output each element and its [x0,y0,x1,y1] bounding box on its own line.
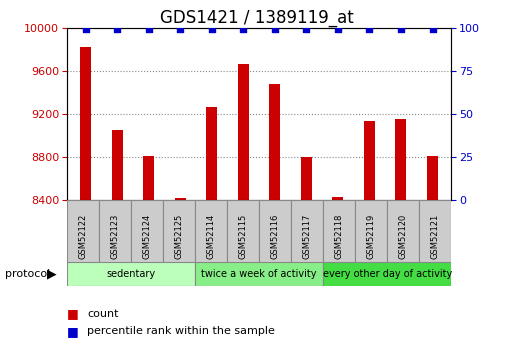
Bar [427,156,438,200]
Text: GSM52120: GSM52120 [399,214,408,259]
Text: GSM52117: GSM52117 [303,214,312,259]
Bar [364,121,375,200]
Bar [112,130,123,200]
Bar [175,198,186,200]
Bar [269,84,280,200]
Text: every other day of activity: every other day of activity [323,269,452,279]
Point [334,27,342,32]
Point [239,27,247,32]
Bar [67,262,195,286]
Text: ■: ■ [67,325,78,338]
Bar [323,262,451,286]
Bar [80,47,91,200]
Bar [396,119,406,200]
Text: GSM52114: GSM52114 [206,214,215,259]
Point [302,27,310,32]
Text: ■: ■ [67,307,78,321]
Point [145,27,153,32]
Text: GSM52119: GSM52119 [367,214,376,259]
Bar [355,200,387,262]
Bar [387,200,420,262]
Point [365,27,373,32]
Point [176,27,184,32]
Text: GSM52115: GSM52115 [239,214,248,259]
Bar [332,197,343,200]
Text: GSM52118: GSM52118 [334,214,344,259]
Text: GSM52125: GSM52125 [174,214,184,259]
Text: twice a week of activity: twice a week of activity [201,269,317,279]
Bar [259,200,291,262]
Point [82,27,90,32]
Bar [98,200,131,262]
Point [428,27,437,32]
Bar [195,200,227,262]
Bar [291,200,323,262]
Text: sedentary: sedentary [106,269,155,279]
Text: GSM52121: GSM52121 [431,214,440,259]
Text: protocol: protocol [5,269,50,279]
Bar [143,156,154,200]
Text: ▶: ▶ [47,268,56,281]
Bar [323,200,355,262]
Bar [163,200,195,262]
Text: GSM52122: GSM52122 [78,214,87,259]
Text: percentile rank within the sample: percentile rank within the sample [87,326,275,336]
Bar [131,200,163,262]
Bar [301,157,312,200]
Bar [206,107,218,200]
Point [113,27,121,32]
Text: GSM52116: GSM52116 [270,214,280,259]
Bar [238,64,249,200]
Point [397,27,405,32]
Text: GDS1421 / 1389119_at: GDS1421 / 1389119_at [160,9,353,27]
Text: GSM52123: GSM52123 [110,214,120,259]
Bar [227,200,259,262]
Text: count: count [87,309,119,319]
Bar [67,200,98,262]
Bar [195,262,323,286]
Point [208,27,216,32]
Point [271,27,279,32]
Bar [420,200,451,262]
Text: GSM52124: GSM52124 [142,214,151,259]
